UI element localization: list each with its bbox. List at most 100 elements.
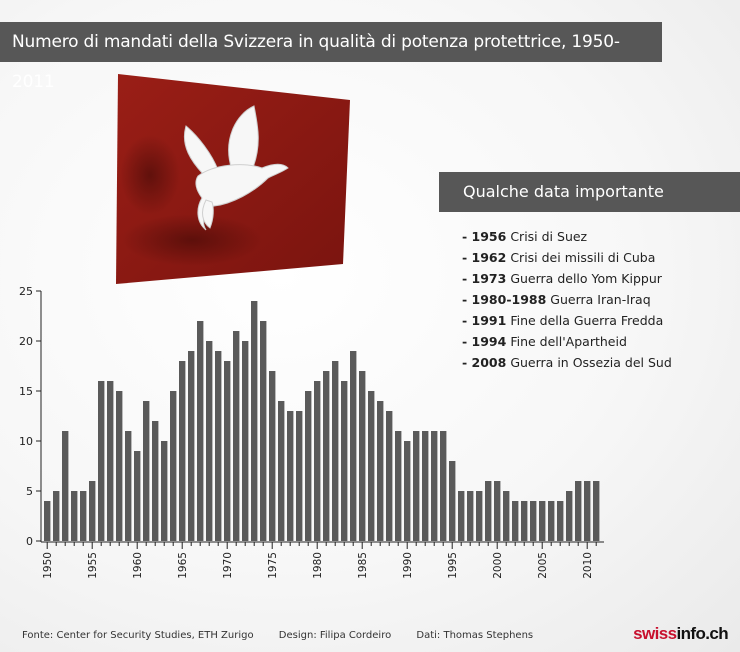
design-credit: Design: Filipa Cordeiro [278, 630, 392, 641]
bar [44, 501, 51, 541]
bar [269, 371, 276, 541]
bar [512, 501, 519, 541]
date-item: - 1973 Guerra dello Yom Kippur [462, 268, 672, 289]
bar [62, 431, 69, 541]
y-tick-label: 25 [19, 285, 33, 298]
swissinfo-logo: swissinfo.ch [633, 624, 728, 644]
date-year: - 1994 [462, 334, 507, 349]
bar [449, 461, 456, 541]
x-tick-label: 1995 [447, 552, 459, 579]
date-event: Fine dell'Apartheid [510, 334, 627, 349]
footer-credits: Fonte: Center for Security Studies, ETH … [22, 630, 555, 641]
date-item: - 1956 Crisi di Suez [462, 226, 672, 247]
y-axis: 0 5 10 15 20 25 [19, 285, 42, 548]
bar [440, 431, 447, 541]
dove-icon [184, 105, 289, 231]
date-item: - 1994 Fine dell'Apartheid [462, 331, 672, 352]
bar [350, 351, 357, 541]
bar [368, 391, 375, 541]
bar [260, 321, 267, 541]
bar [170, 391, 177, 541]
bar [89, 481, 96, 541]
bar [332, 361, 339, 541]
x-tick-label: 1990 [402, 552, 414, 579]
bar [278, 401, 285, 541]
bar [242, 341, 249, 541]
bar [539, 501, 546, 541]
y-tick-label: 0 [26, 535, 33, 548]
bar [530, 501, 537, 541]
date-event: Crisi dei missili di Cuba [510, 250, 656, 265]
bar [314, 381, 321, 541]
bar [413, 431, 420, 541]
bar [161, 441, 168, 541]
dates-header: Qualche data importante [439, 172, 740, 212]
x-tick-label: 2005 [537, 552, 549, 579]
date-item: - 1962 Crisi dei missili di Cuba [462, 247, 672, 268]
bar [152, 421, 159, 541]
bar [53, 491, 60, 541]
important-dates-list: - 1956 Crisi di Suez - 1962 Crisi dei mi… [462, 226, 672, 373]
bar [422, 431, 429, 541]
logo-part-swiss: swiss [633, 624, 677, 643]
date-event: Guerra in Ossezia del Sud [510, 355, 672, 370]
bar [341, 381, 348, 541]
bar [215, 351, 222, 541]
bar [548, 501, 555, 541]
bar [116, 391, 123, 541]
date-year: - 1980-1988 [462, 292, 547, 307]
bar [188, 351, 195, 541]
x-tick-label: 1965 [177, 552, 189, 579]
bar [98, 381, 105, 541]
bar [305, 391, 312, 541]
bar [125, 431, 132, 541]
logo-part-info: info.ch [676, 624, 728, 643]
date-event: Guerra Iran-Iraq [550, 292, 651, 307]
bar [80, 491, 87, 541]
bar [494, 481, 501, 541]
date-item: - 1991 Fine della Guerra Fredda [462, 310, 672, 331]
source-credit: Fonte: Center for Security Studies, ETH … [22, 630, 254, 641]
date-year: - 1962 [462, 250, 507, 265]
y-tick-label: 5 [26, 485, 33, 498]
date-item: - 1980-1988 Guerra Iran-Iraq [462, 289, 672, 310]
bars-group [44, 301, 600, 541]
chart-title: Numero di mandati della Svizzera in qual… [0, 22, 662, 92]
bar [566, 491, 573, 541]
date-year: - 1991 [462, 313, 507, 328]
bar [134, 451, 141, 541]
bar [377, 401, 384, 541]
x-tick-label: 2000 [492, 552, 504, 579]
x-tick-label: 1975 [267, 552, 279, 579]
y-tick-label: 15 [19, 385, 33, 398]
x-tick-label: 1955 [87, 552, 99, 579]
x-tick-label: 1950 [42, 552, 54, 579]
bar [557, 501, 564, 541]
date-event: Guerra dello Yom Kippur [510, 271, 662, 286]
bar [323, 371, 330, 541]
bar [584, 481, 591, 541]
x-tick-label: 1960 [132, 552, 144, 579]
bar [197, 321, 204, 541]
bar [71, 491, 78, 541]
x-tick-label: 1980 [312, 552, 324, 579]
bar [359, 371, 366, 541]
bar [404, 441, 411, 541]
data-credit: Dati: Thomas Stephens [416, 630, 534, 641]
x-tick-label: 1970 [222, 552, 234, 579]
bar [224, 361, 231, 541]
bar [233, 331, 240, 541]
date-event: Fine della Guerra Fredda [510, 313, 664, 328]
bar [287, 411, 294, 541]
y-tick-label: 10 [19, 435, 33, 448]
date-item: - 2008 Guerra in Ossezia del Sud [462, 352, 672, 373]
y-tick-label: 20 [19, 335, 33, 348]
bar [296, 411, 303, 541]
bar [458, 491, 465, 541]
bar [107, 381, 114, 541]
x-axis: 1950 1955 1960 1965 1970 1975 1980 1985 1990 1995… [41, 541, 604, 579]
date-year: - 1973 [462, 271, 507, 286]
bar [431, 431, 438, 541]
x-tick-label: 1985 [357, 552, 369, 579]
